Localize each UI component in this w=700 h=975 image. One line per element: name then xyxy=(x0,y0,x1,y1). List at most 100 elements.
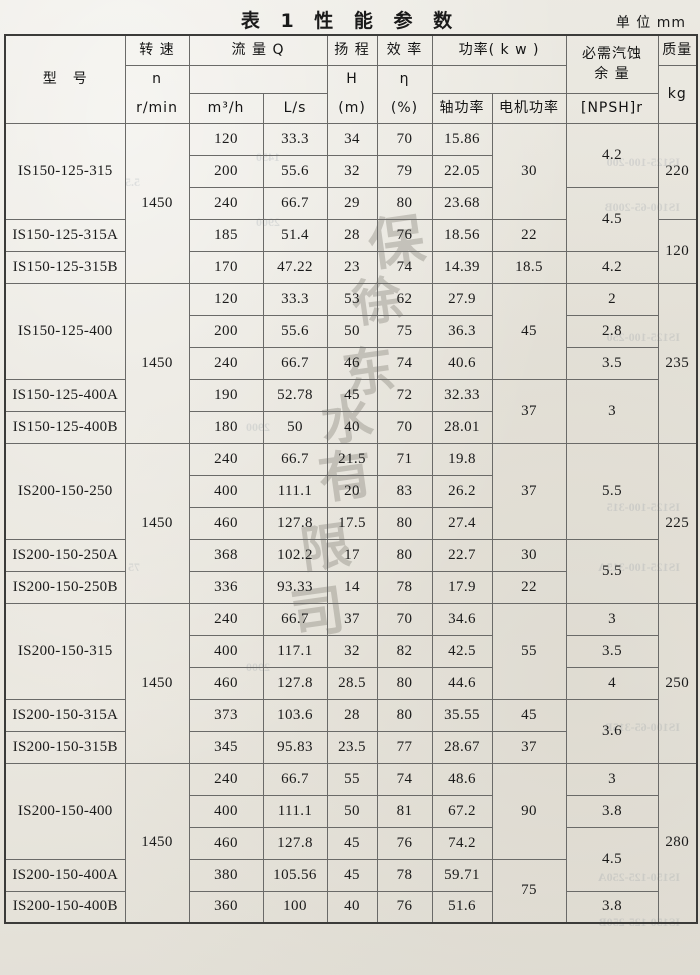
table-row: 400 111.1 20 83 26.2 xyxy=(5,474,697,508)
head-cell: 23.5 xyxy=(326,730,378,764)
header-mass-title: 质量 xyxy=(657,34,698,66)
table-row: 460 127.8 45 76 74.2 4.5 xyxy=(5,826,697,892)
npsh-cell: 2 xyxy=(565,282,659,316)
header-model: 型 号 xyxy=(4,34,126,124)
npsh-cell: 3 xyxy=(565,762,659,796)
flow-ls-cell: 111.1 xyxy=(262,474,328,508)
mass-cell: 220 xyxy=(657,122,698,220)
model-name-cell: IS150-125-400 xyxy=(4,282,126,380)
flow-m3h-cell: 190 xyxy=(188,378,264,412)
npsh-cell: 4.5 xyxy=(565,186,659,252)
flow-ls-cell: 52.78 xyxy=(262,378,328,412)
header-npsh-title: 必需汽蚀 余 量 xyxy=(565,34,659,94)
head-cell: 32 xyxy=(326,634,378,668)
npsh-cell: 3.8 xyxy=(565,890,659,924)
head-cell: 55 xyxy=(326,762,378,796)
efficiency-cell: 80 xyxy=(376,506,433,540)
flow-m3h-cell: 240 xyxy=(188,346,264,380)
rpm-cell: 1450 xyxy=(124,122,190,284)
head-cell: 17.5 xyxy=(326,506,378,540)
motor-power-cell: 37 xyxy=(491,730,567,764)
shaft-power-cell: 27.9 xyxy=(431,282,493,316)
mass-cell: 120 xyxy=(657,218,698,284)
efficiency-cell: 80 xyxy=(376,666,433,700)
page-title: 表 1 性 能 参 数 xyxy=(240,10,460,32)
npsh-cell: 2.8 xyxy=(565,314,659,348)
model-name-cell: IS200-150-400A xyxy=(4,858,126,892)
table-row: 200 55.6 50 75 36.3 2.8 xyxy=(5,314,697,348)
flow-ls-cell: 102.2 xyxy=(262,538,328,572)
table-row: IS200-150-250 1450 240 66.7 21.5 71 19.8 37 5.5 2… xyxy=(4,442,698,604)
flow-m3h-cell: 373 xyxy=(188,698,264,732)
rpm-cell: 1450 xyxy=(124,282,190,444)
efficiency-cell: 70 xyxy=(376,602,433,636)
table-row: IS200-150-400B 360 100 40 76 51.6 3.8 xyxy=(4,890,697,924)
table-row: 400 117.1 32 82 42.5 3.5 xyxy=(5,634,697,668)
flow-ls-cell: 93.33 xyxy=(262,570,328,604)
flow-m3h-cell: 400 xyxy=(188,474,264,508)
npsh-cell: 4.2 xyxy=(565,122,659,188)
table-row: IS200-150-315 1450 240 66.7 37 70 34.6 55 3 250 xyxy=(4,602,698,764)
flow-ls-cell: 66.7 xyxy=(262,346,328,380)
model-name-cell: IS200-150-400 xyxy=(4,762,126,860)
flow-ls-cell: 117.1 xyxy=(262,634,328,668)
flow-ls-cell: 103.6 xyxy=(262,698,328,732)
shaft-power-cell: 19.8 xyxy=(431,442,493,476)
efficiency-cell: 82 xyxy=(376,634,433,668)
flow-m3h-cell: 240 xyxy=(188,186,264,220)
model-name-cell: IS200-150-315A xyxy=(4,698,126,732)
head-cell: 17 xyxy=(326,538,378,572)
flow-ls-cell: 111.1 xyxy=(262,794,328,828)
mass-cell: 250 xyxy=(657,602,698,764)
npsh-cell: 3.5 xyxy=(565,634,659,668)
npsh-cell: 4 xyxy=(565,666,659,700)
shaft-power-cell: 32.33 xyxy=(431,378,493,412)
flow-ls-cell: 51.4 xyxy=(262,218,328,252)
table-row: IS150-125-400 1450 120 33.3 53 62 27.9 45 2 235 xyxy=(4,282,698,444)
head-cell: 28 xyxy=(326,698,378,732)
flow-ls-cell: 47.22 xyxy=(262,250,328,284)
shaft-power-cell: 18.56 xyxy=(431,218,493,252)
table-row: IS150-125-315 1450 120 33.3 34 70 15.86 30 4.2 22… xyxy=(4,122,698,284)
motor-power-cell: 30 xyxy=(491,538,567,572)
shaft-power-cell: 42.5 xyxy=(431,634,493,668)
efficiency-cell: 74 xyxy=(376,762,433,796)
flow-m3h-cell: 336 xyxy=(188,570,264,604)
head-cell: 28.5 xyxy=(326,666,378,700)
flow-ls-cell: 55.6 xyxy=(262,154,328,188)
head-cell: 21.5 xyxy=(326,442,378,476)
head-cell: 40 xyxy=(326,890,378,924)
header-power-title: 功率( k w ) xyxy=(431,34,567,66)
efficiency-cell: 80 xyxy=(376,698,433,732)
table-row: IS200-150-315B 345 95.83 23.5 77 28.67 37 xyxy=(4,730,697,764)
header-eff-symbol: η xyxy=(376,64,433,93)
motor-power-cell: 75 xyxy=(491,858,567,924)
unit-label: 单 位 mm xyxy=(615,15,686,31)
shaft-power-cell: 14.39 xyxy=(431,250,493,284)
rpm-cell: 1450 xyxy=(124,442,190,604)
table-row: IS150-125-315A 185 51.4 28 76 18.56 22 120 xyxy=(4,218,698,284)
efficiency-cell: 71 xyxy=(376,442,433,476)
table-row: IS150-125-400A 190 52.78 45 72 32.33 37 3 xyxy=(4,378,697,444)
motor-power-cell: 37 xyxy=(491,442,567,540)
head-cell: 29 xyxy=(326,186,378,220)
head-cell: 40 xyxy=(326,410,378,444)
shaft-power-cell: 40.6 xyxy=(431,346,493,380)
flow-m3h-cell: 240 xyxy=(188,762,264,796)
efficiency-cell: 76 xyxy=(376,890,433,924)
shaft-power-cell: 44.6 xyxy=(431,666,493,700)
head-cell: 50 xyxy=(326,794,378,828)
flow-m3h-cell: 120 xyxy=(188,282,264,316)
shaft-power-cell: 22.7 xyxy=(431,538,493,572)
efficiency-cell: 72 xyxy=(376,378,433,412)
efficiency-cell: 79 xyxy=(376,154,433,188)
mass-cell: 280 xyxy=(657,762,698,924)
flow-ls-cell: 33.3 xyxy=(262,122,328,156)
header-head-symbol: H xyxy=(326,64,378,93)
motor-power-cell: 90 xyxy=(491,762,567,860)
flow-m3h-cell: 170 xyxy=(188,250,264,284)
flow-ls-cell: 95.83 xyxy=(262,730,328,764)
head-cell: 28 xyxy=(326,218,378,252)
flow-m3h-cell: 200 xyxy=(188,314,264,348)
flow-m3h-cell: 240 xyxy=(188,442,264,476)
